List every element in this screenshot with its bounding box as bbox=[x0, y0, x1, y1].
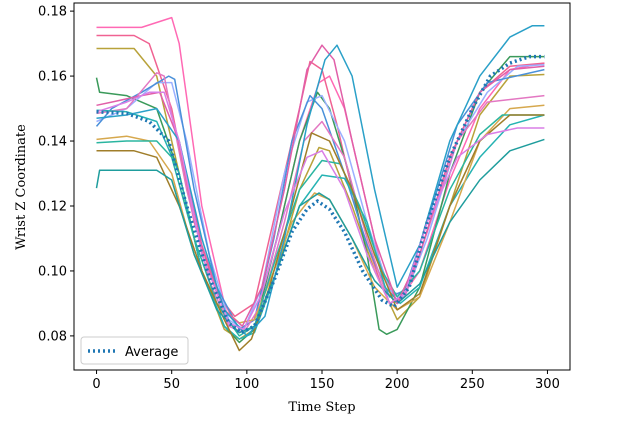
legend: Average bbox=[80, 336, 189, 365]
x-tick-label: 50 bbox=[163, 377, 180, 392]
x-tick-label: 200 bbox=[385, 377, 410, 392]
series-layer bbox=[95, 16, 545, 352]
y-tick-label: 0.16 bbox=[38, 70, 67, 85]
x-axis-label: Time Step bbox=[288, 400, 355, 415]
y-tick-label: 0.08 bbox=[38, 329, 67, 344]
legend-average-label: Average bbox=[125, 345, 178, 360]
legend-box bbox=[80, 336, 189, 365]
series-line-11 bbox=[96, 114, 545, 352]
average-layer bbox=[96, 54, 545, 335]
x-tick-label: 100 bbox=[234, 377, 259, 392]
series-line-15 bbox=[96, 91, 545, 331]
series-line-7 bbox=[96, 72, 545, 334]
x-axis: 0 50 100 150 200 250 300 bbox=[92, 370, 560, 392]
y-axis: 0.08 0.10 0.12 0.14 0.16 0.18 bbox=[38, 5, 74, 344]
series-line-10 bbox=[96, 114, 545, 337]
x-tick-label: 250 bbox=[460, 377, 485, 392]
x-tick-label: 150 bbox=[310, 377, 335, 392]
y-tick-label: 0.10 bbox=[38, 264, 67, 279]
y-tick-label: 0.12 bbox=[38, 199, 67, 214]
y-tick-label: 0.14 bbox=[38, 135, 67, 150]
series-line-8 bbox=[96, 109, 545, 340]
y-axis-label: Wrist Z Coordinate bbox=[14, 124, 29, 250]
series-line-9 bbox=[96, 104, 545, 324]
y-tick-label: 0.18 bbox=[38, 5, 67, 20]
series-line-14 bbox=[96, 24, 545, 337]
series-line-12 bbox=[95, 138, 545, 334]
average-line bbox=[96, 54, 545, 335]
x-tick-label: 300 bbox=[535, 377, 560, 392]
plot-frame bbox=[73, 2, 571, 371]
series-line-4 bbox=[95, 55, 545, 344]
x-tick-label: 0 bbox=[92, 377, 100, 392]
